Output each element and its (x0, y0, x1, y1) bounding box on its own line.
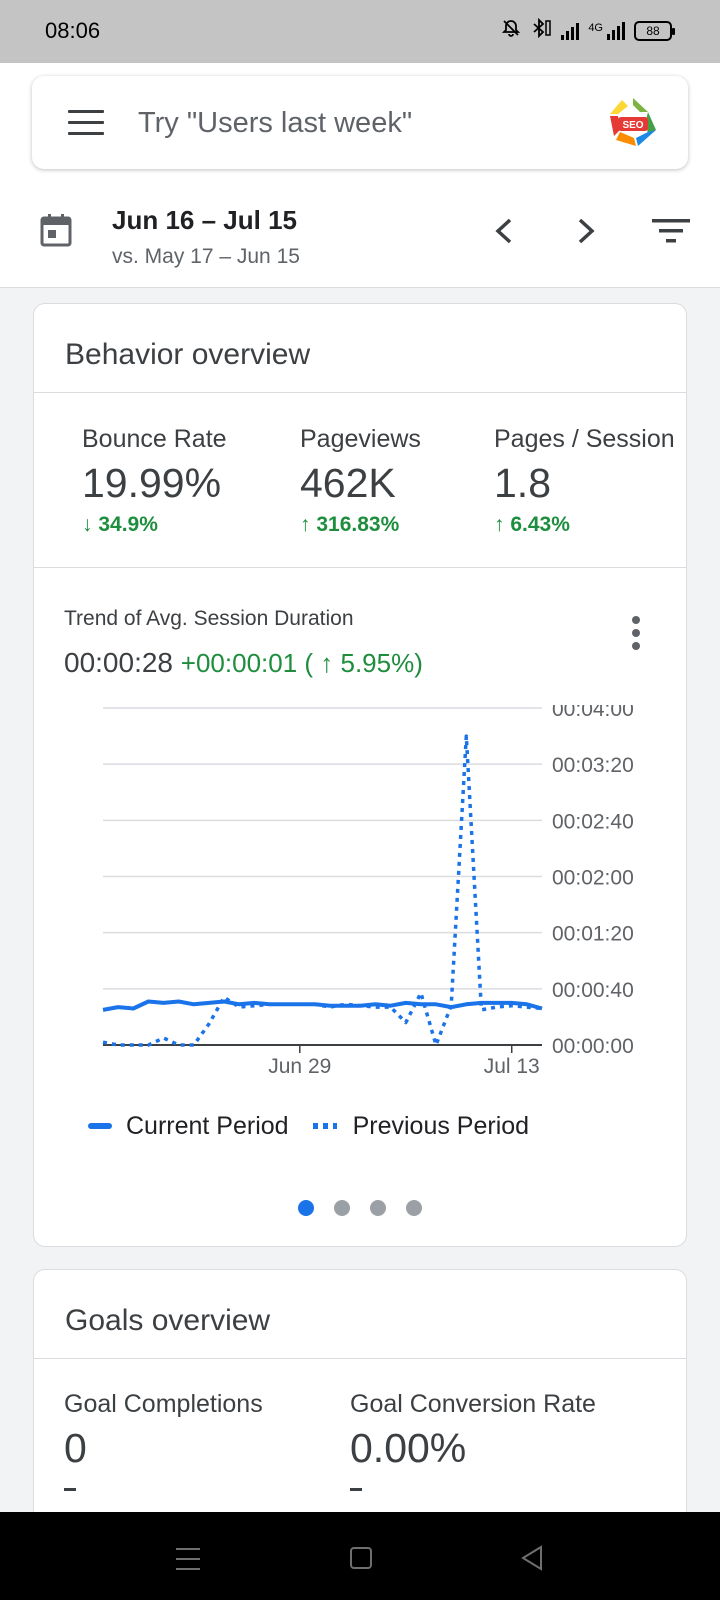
legend-label: Previous Period (352, 1111, 530, 1140)
back-icon[interactable] (520, 1545, 544, 1571)
pager-dot[interactable] (298, 1200, 314, 1216)
metric-delta: ↑ 6.43% (494, 513, 570, 536)
pager-dot[interactable] (334, 1200, 350, 1216)
metric-delta: ↑ 316.83% (300, 513, 400, 536)
x-tick-label: Jul 13 (484, 1055, 540, 1078)
avg-session-duration-chart: 00:00:00 00:00:40 00:01:20 00:02:00 00:02:40… (102, 705, 634, 1078)
home-icon[interactable] (350, 1547, 372, 1569)
metric-pageviews[interactable]: Pageviews 462K ↑ 316.83% (300, 425, 421, 537)
signal-icon (561, 22, 580, 40)
metric-value: 0 (64, 1425, 87, 1471)
status-icons: 4G 88 (501, 17, 675, 43)
divider (34, 1358, 686, 1359)
hamburger-menu-icon[interactable] (68, 110, 104, 136)
metric-label: Pageviews (300, 425, 421, 453)
date-range-current[interactable]: Jun 16 – Jul 15 (112, 205, 297, 235)
x-tick-label: Jun 29 (268, 1055, 331, 1078)
svg-text:SEO: SEO (622, 120, 643, 131)
status-time: 08:06 (45, 18, 101, 43)
metric-goal-conversion-rate[interactable]: Goal Conversion Rate 0.00% (350, 1390, 596, 1491)
legend-previous[interactable]: Previous Period (312, 1111, 530, 1141)
pager-dot[interactable] (370, 1200, 386, 1216)
y-tick-label: 00:02:40 (552, 810, 634, 833)
mute-bell-icon (501, 18, 521, 43)
series-line-previous (102, 734, 543, 1047)
network-type: 4G (588, 21, 603, 34)
legend-swatch-solid (88, 1123, 112, 1129)
battery-icon: 88 (634, 20, 675, 41)
divider (34, 392, 686, 393)
metric-delta-empty (350, 1488, 362, 1491)
more-vert-icon[interactable] (630, 616, 642, 652)
trend-delta: +00:00:01 ( ↑ 5.95%) (180, 648, 423, 678)
y-tick-label: 00:00:00 (552, 1035, 634, 1058)
metric-label: Bounce Rate (82, 425, 227, 453)
date-range-bar: Jun 16 – Jul 15 vs. May 17 – Jun 15 (0, 191, 720, 287)
metric-label: Goal Conversion Rate (350, 1390, 596, 1418)
metric-label: Goal Completions (64, 1390, 263, 1418)
calendar-icon[interactable] (40, 213, 72, 247)
filter-icon[interactable] (652, 217, 690, 245)
metric-value: 462K (300, 460, 396, 506)
y-tick-label: 00:01:20 (552, 923, 634, 946)
battery-level: 88 (646, 23, 660, 38)
status-bar: 08:06 4G 88 (0, 0, 720, 63)
trend-title: Trend of Avg. Session Duration (64, 607, 354, 630)
metric-label: Pages / Session (494, 425, 675, 453)
search-input[interactable] (138, 96, 578, 150)
trend-value: 00:00:28 (64, 647, 173, 678)
pager-dot[interactable] (406, 1200, 422, 1216)
bluetooth-icon (530, 17, 552, 43)
metric-value: 0.00% (350, 1425, 467, 1471)
metric-delta-empty (64, 1488, 76, 1491)
goals-overview-title: Goals overview (65, 1304, 271, 1337)
trend-summary: 00:00:28 +00:00:01 ( ↑ 5.95%) (64, 647, 423, 679)
legend-label: Current Period (126, 1111, 289, 1140)
metric-pages-per-session[interactable]: Pages / Session 1.8 ↑ 6.43% (494, 425, 675, 537)
legend-swatch-dotted (312, 1123, 337, 1129)
y-tick-label: 00:00:40 (552, 979, 634, 1002)
metric-value: 1.8 (494, 460, 551, 506)
date-range-compare[interactable]: vs. May 17 – Jun 15 (112, 245, 300, 268)
chevron-right-icon[interactable] (570, 211, 600, 251)
y-tick-label: 00:04:00 (552, 705, 634, 721)
system-nav-bar (0, 1512, 720, 1600)
chart-legend: Current Period Previous Period (88, 1106, 553, 1146)
metric-value: 19.99% (82, 460, 222, 506)
recent-apps-icon[interactable] (176, 1548, 200, 1570)
account-avatar[interactable]: SEO (602, 92, 664, 154)
divider (34, 567, 686, 568)
behavior-overview-title: Behavior overview (65, 338, 311, 371)
metric-delta: ↓ 34.9% (82, 513, 158, 536)
metric-bounce-rate[interactable]: Bounce Rate 19.99% ↓ 34.9% (82, 425, 227, 537)
legend-current[interactable]: Current Period (88, 1112, 289, 1141)
app-header: SEO Jun 16 – Jul 15 vs. May 17 – Jun 15 (0, 63, 720, 288)
network-signal-icon: 4G (588, 21, 625, 40)
metric-goal-completions[interactable]: Goal Completions 0 (64, 1390, 263, 1491)
card-pager (298, 1200, 422, 1216)
search-bar: SEO (32, 76, 688, 169)
behavior-overview-card: Behavior overview (33, 303, 687, 1247)
y-tick-label: 00:02:00 (552, 867, 634, 890)
y-tick-label: 00:03:20 (552, 754, 634, 777)
metric-clip: Pages / Session 1.8 ↑ 6.43% (494, 425, 686, 545)
chevron-left-icon[interactable] (490, 211, 520, 251)
